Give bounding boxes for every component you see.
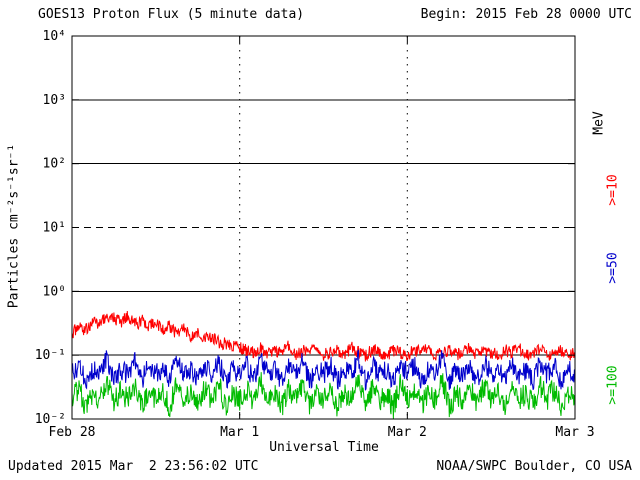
series-line-p10 (71, 310, 576, 362)
y-tick-label: 10⁻² (35, 412, 66, 427)
x-axis-label: Universal Time (269, 440, 379, 455)
legend-ge100-label: >=100 (605, 365, 621, 405)
legend-ge10-label: >=10 (605, 174, 621, 206)
y-tick-label: 10³ (43, 93, 66, 108)
x-tick-label: Mar 2 (388, 425, 427, 440)
right-axis-unit-label: MeV (591, 111, 607, 135)
x-tick-label: Feb 28 (49, 425, 96, 440)
y-tick-label: 10⁻¹ (35, 348, 66, 363)
y-tick-label: 10⁴ (43, 29, 66, 44)
x-tick-label: Mar 3 (555, 425, 594, 440)
legend-ge50-label: >=50 (605, 252, 621, 284)
updated-timestamp-label: Updated 2015 Mar 2 23:56:02 UTC (8, 459, 259, 474)
begin-time-label: Begin: 2015 Feb 28 0000 UTC (420, 7, 632, 22)
y-tick-label: 10⁰ (43, 284, 66, 299)
y-tick-label: 10² (43, 157, 66, 172)
chart-title: GOES13 Proton Flux (5 minute data) (38, 7, 305, 22)
source-attribution-label: NOAA/SWPC Boulder, CO USA (436, 459, 632, 474)
y-tick-label: 10¹ (43, 221, 66, 236)
series-line-p100 (71, 372, 576, 420)
series-line-p50 (71, 349, 576, 391)
x-tick-label: Mar 1 (220, 425, 259, 440)
y-axis-label: Particles cm⁻²s⁻¹sr⁻¹ (6, 143, 22, 309)
